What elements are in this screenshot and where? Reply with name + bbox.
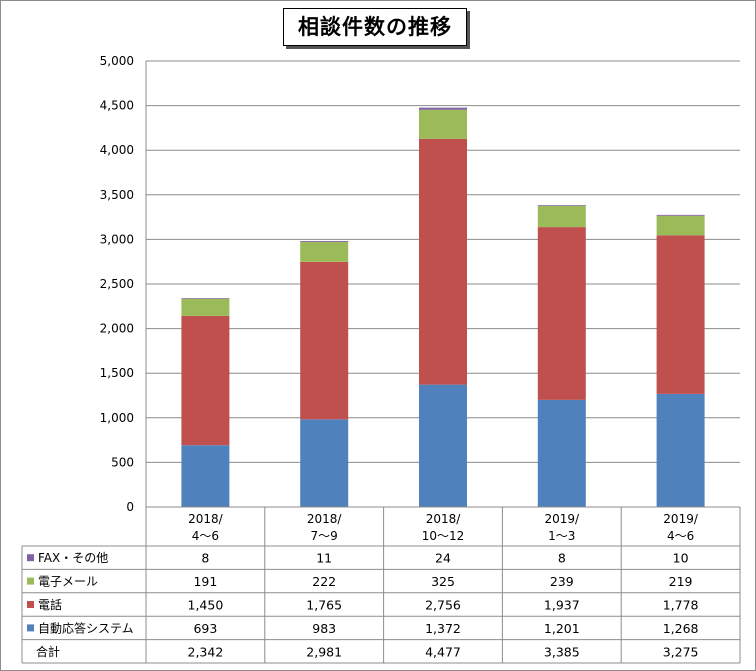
bar-segment — [181, 298, 230, 316]
y-tick-label: 500 — [111, 455, 134, 469]
y-tick-label: 4,000 — [100, 143, 134, 157]
data-label: 24 — [435, 551, 451, 566]
y-tick-label: 3,500 — [100, 188, 134, 202]
bar-segment — [419, 109, 467, 139]
bar-segment — [537, 227, 586, 400]
data-label: 325 — [431, 574, 455, 589]
bar-segment — [300, 241, 349, 243]
y-tick-label: 3,000 — [100, 232, 134, 246]
x-category-label: 2018/ — [188, 512, 224, 526]
legend-entry: 電話 — [38, 597, 62, 612]
data-label: 8 — [558, 551, 566, 566]
y-tick-label: 2,000 — [100, 322, 134, 336]
legend-entry: 電子メール — [38, 575, 98, 589]
data-label: 693 — [193, 621, 217, 636]
legend-entry: 自動応答システム — [38, 620, 134, 635]
y-tick-label: 5,000 — [100, 54, 134, 68]
x-category-label: 2019/ — [663, 512, 699, 526]
legend-key — [27, 624, 34, 632]
bar-segment — [656, 214, 705, 216]
data-label: 1,201 — [544, 621, 580, 636]
data-label: 239 — [550, 574, 574, 589]
bar-segment — [656, 393, 705, 507]
bar-segment — [419, 384, 467, 507]
x-category-label: 2018/ — [307, 512, 343, 526]
bar-segment — [537, 399, 586, 507]
y-tick-label: 4,500 — [100, 99, 134, 113]
data-label: 1,765 — [306, 598, 342, 613]
data-label: 1,268 — [663, 621, 699, 636]
bar-segment — [300, 242, 349, 262]
x-category-label: 4〜6 — [667, 529, 694, 543]
x-category-label: 2019/ — [545, 512, 581, 526]
data-label: 983 — [312, 621, 336, 636]
data-label: 2,981 — [306, 644, 342, 659]
data-label: 10 — [673, 551, 689, 566]
x-category-label: 1〜3 — [548, 529, 575, 543]
y-tick-label: 2,500 — [100, 277, 134, 291]
bar-segment — [537, 205, 586, 206]
data-label: 219 — [669, 574, 693, 589]
legend-key — [27, 601, 34, 608]
data-label: 3,385 — [544, 644, 580, 659]
data-label: 1,372 — [425, 621, 461, 636]
bar-segment — [300, 261, 349, 420]
legend-entry: 合計 — [36, 644, 60, 659]
data-label: 3,275 — [663, 644, 699, 659]
data-label: 1,778 — [663, 598, 699, 613]
legend-entry: FAX・その他 — [38, 551, 108, 565]
chart-title: 相談件数の推移 — [283, 8, 467, 46]
bar-segment — [300, 419, 349, 507]
legend-key — [27, 577, 34, 585]
bar-segment — [181, 315, 230, 446]
data-label: 1,450 — [188, 598, 224, 613]
data-label: 4,477 — [425, 644, 461, 659]
bar-segment — [181, 445, 230, 507]
data-label: 8 — [201, 551, 209, 566]
y-tick-label: 1,500 — [100, 366, 134, 380]
x-category-label: 10〜12 — [422, 529, 465, 543]
bar-segment — [656, 215, 705, 236]
data-label: 2,756 — [425, 598, 461, 613]
data-label: 2,342 — [188, 644, 224, 659]
legend-key — [27, 554, 34, 562]
x-category-label: 4〜6 — [192, 529, 219, 543]
y-tick-label: 1,000 — [100, 411, 134, 425]
y-tick-label: 0 — [126, 500, 134, 514]
bar-segment — [656, 235, 705, 394]
bar-segment — [419, 138, 467, 385]
bar-segment — [419, 107, 467, 110]
bar-segment — [537, 205, 586, 228]
data-label: 191 — [193, 574, 217, 589]
x-category-label: 7〜9 — [311, 529, 338, 543]
bar-segment — [181, 298, 230, 299]
data-label: 1,937 — [544, 598, 580, 613]
x-category-label: 2018/ — [426, 512, 462, 526]
data-label: 222 — [312, 574, 336, 589]
data-label: 11 — [316, 551, 332, 566]
